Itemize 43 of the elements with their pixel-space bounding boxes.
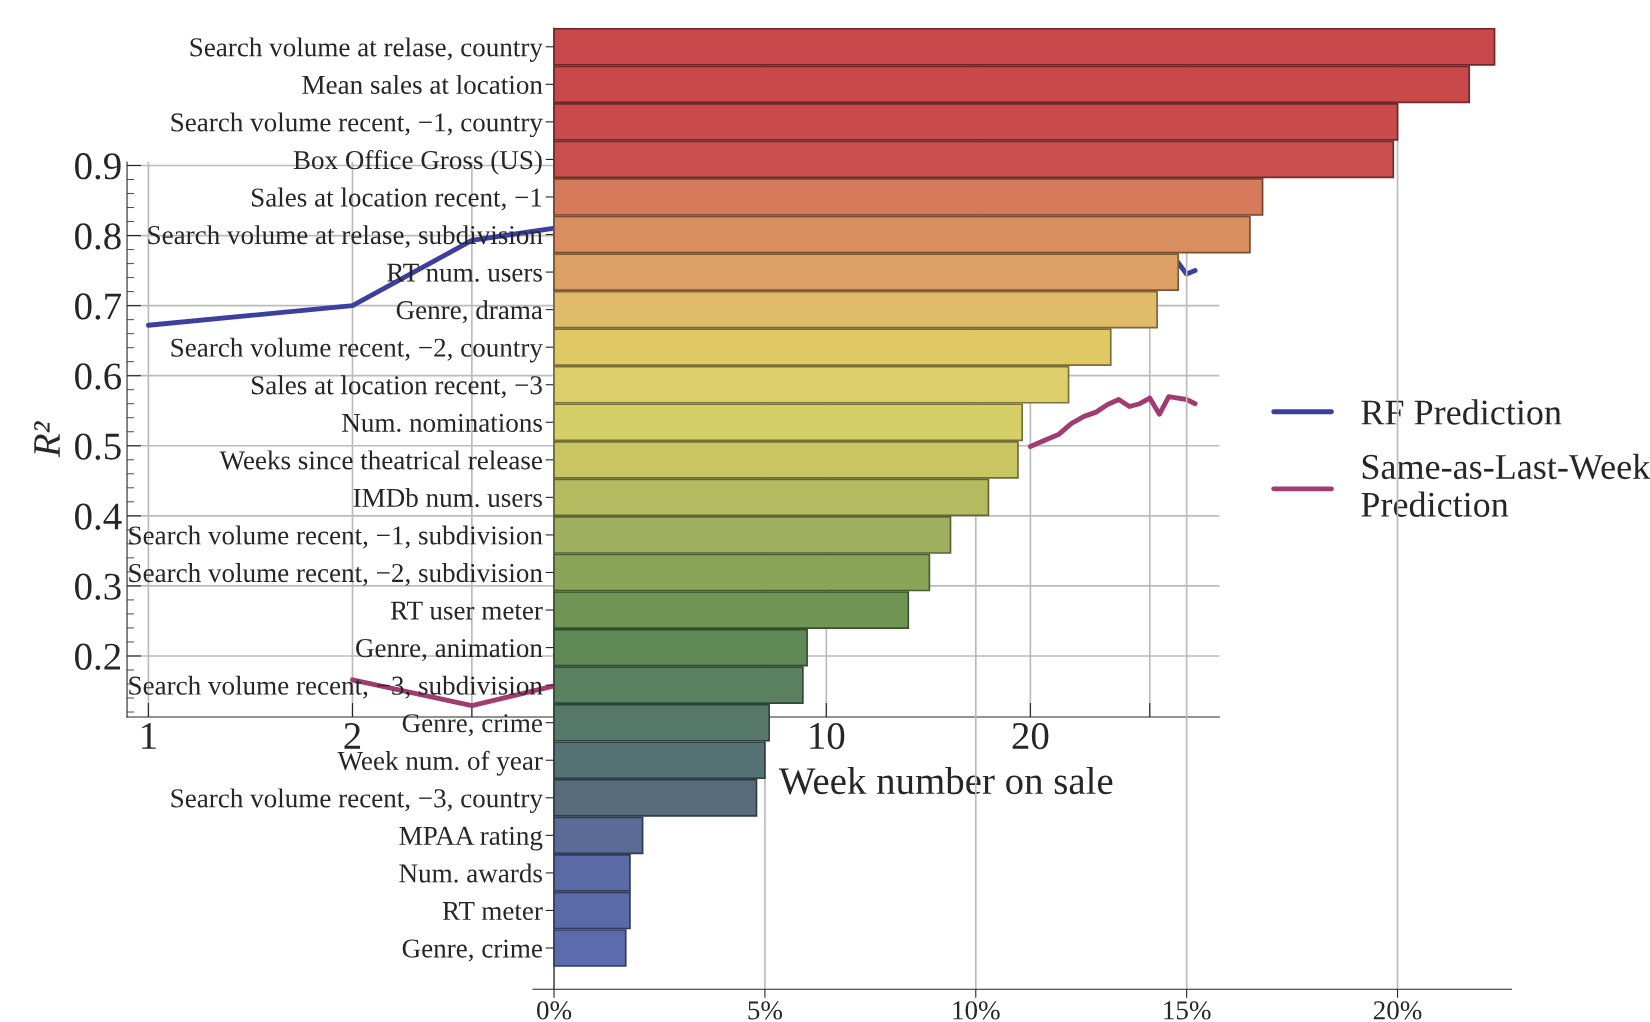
y-tick-label: Genre, animation <box>356 639 543 662</box>
y-tick-label: Genre, crime <box>402 714 542 737</box>
y-tick-label: Search volume recent, −3, country <box>171 788 543 814</box>
x-tick-label: 2 <box>344 723 361 749</box>
y-tick-label: Weeks since theatrical release <box>219 450 542 470</box>
y-tick-label: 0.5 <box>75 433 121 460</box>
y-tick-label: Num. nominations <box>342 413 542 433</box>
y-tick-label: Mean sales at location <box>302 74 543 94</box>
y-tick-label: 0.3 <box>75 573 121 600</box>
x-tick-label: 0% <box>537 1001 572 1020</box>
y-tick-label: Search volume recent, −1, country <box>171 112 543 138</box>
y-tick-label: 0.9 <box>75 153 121 180</box>
y-tick-label: Num. awards <box>399 863 542 883</box>
y-tick-label: Search volume recent, −2, country <box>171 337 543 363</box>
y-axis-title: R² <box>34 421 60 458</box>
y-tick-label: RT meter <box>442 902 543 921</box>
y-tick-label: IMDb num. users <box>353 487 542 508</box>
legend-label: RF Prediction <box>1361 399 1562 425</box>
y-tick-label: Box Office Gross (US) <box>293 149 542 175</box>
y-tick-label: MPAA rating <box>399 826 543 851</box>
y-tick-label: Search volume recent, −2, subdivision <box>129 563 543 587</box>
y-tick-label: 0.6 <box>75 363 122 390</box>
x-tick-label: 10 <box>810 722 845 750</box>
y-tick-label: Week num. of year <box>337 750 543 776</box>
x-tick-label: 20% <box>1373 1001 1422 1020</box>
y-tick-label: RT user meter <box>390 601 543 620</box>
y-tick-label: Genre, drama <box>396 300 543 324</box>
y-tick-label: 0.2 <box>75 643 121 671</box>
x-tick-label: 5% <box>748 1001 783 1020</box>
y-tick-label: Search volume at relase, country <box>190 37 543 63</box>
x-tick-label: 1 <box>142 723 156 749</box>
x-axis-title: Week number on sale <box>778 766 1113 795</box>
y-tick-label: 0.8 <box>75 223 121 250</box>
x-tick-label: 20 <box>1012 722 1049 750</box>
x-tick-label: 10% <box>953 1001 1000 1020</box>
y-tick-label: Genre, crime <box>402 939 542 962</box>
legend-label: Same-as-Last-Week Prediction <box>1361 453 1650 517</box>
x-tick-label: 15% <box>1164 1001 1211 1020</box>
y-tick-label: 0.7 <box>75 293 122 320</box>
y-tick-label: Sales at location recent, −3 <box>251 375 542 399</box>
y-tick-label: Sales at location recent, −1 <box>251 187 542 211</box>
y-tick-label: 0.4 <box>75 503 122 530</box>
y-tick-label: Search volume recent, −1, subdivision <box>129 525 543 549</box>
